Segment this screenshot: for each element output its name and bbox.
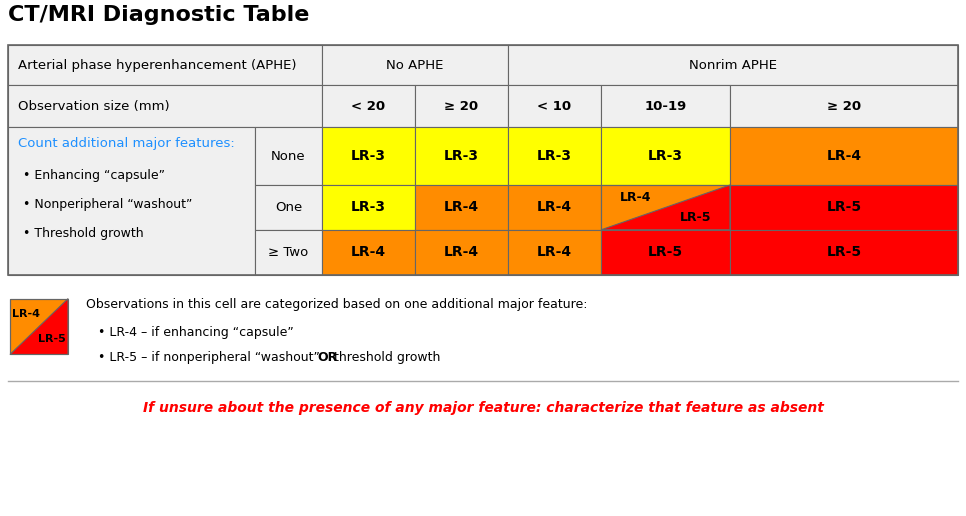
Text: LR-3: LR-3 (444, 149, 479, 163)
Polygon shape (601, 185, 730, 230)
Bar (508, 45, 958, 85)
Bar (508, 127, 601, 185)
Text: CT/MRI Diagnostic Table: CT/MRI Diagnostic Table (8, 6, 309, 25)
Bar (601, 127, 730, 185)
Bar (8, 45, 958, 275)
Bar (8, 127, 255, 275)
Text: LR-5: LR-5 (679, 211, 711, 224)
Bar (255, 127, 322, 185)
Text: < 10: < 10 (537, 100, 572, 112)
Text: • Nonperipheral “washout”: • Nonperipheral “washout” (23, 198, 192, 211)
Text: LR-4: LR-4 (827, 149, 862, 163)
Text: LR-4: LR-4 (351, 245, 386, 259)
Bar (322, 45, 508, 85)
Text: LR-3: LR-3 (351, 200, 386, 215)
Text: LR-3: LR-3 (648, 149, 683, 163)
Text: ≥ 20: ≥ 20 (444, 100, 478, 112)
Text: None: None (271, 150, 306, 163)
Text: LR-4: LR-4 (537, 200, 572, 215)
Bar (730, 185, 958, 230)
Polygon shape (10, 299, 68, 354)
Bar (322, 127, 415, 185)
Text: • LR-5 – if nonperipheral “washout”: • LR-5 – if nonperipheral “washout” (98, 351, 324, 364)
Bar (322, 230, 415, 275)
Text: < 20: < 20 (352, 100, 385, 112)
Bar (415, 230, 508, 275)
Bar (601, 230, 730, 275)
Text: LR-4: LR-4 (620, 190, 652, 204)
Text: LR-3: LR-3 (537, 149, 572, 163)
Bar (322, 185, 415, 230)
Bar (508, 230, 601, 275)
Text: One: One (275, 201, 302, 214)
Polygon shape (10, 299, 68, 354)
Text: Observations in this cell are categorized based on one additional major feature:: Observations in this cell are categorize… (86, 298, 587, 311)
Bar (730, 230, 958, 275)
Bar (415, 85, 508, 127)
Bar (8, 85, 322, 127)
Bar (8, 45, 322, 85)
Text: ≥ Two: ≥ Two (269, 246, 308, 259)
Bar (601, 185, 730, 230)
Text: ≥ 20: ≥ 20 (827, 100, 861, 112)
Text: threshold growth: threshold growth (329, 351, 440, 364)
Bar (10, 299, 68, 354)
Bar (730, 85, 958, 127)
Text: Arterial phase hyperenhancement (APHE): Arterial phase hyperenhancement (APHE) (18, 59, 297, 72)
Text: No APHE: No APHE (386, 59, 443, 72)
Bar (255, 185, 322, 230)
Text: Nonrim APHE: Nonrim APHE (689, 59, 777, 72)
Bar (415, 127, 508, 185)
Bar (508, 185, 601, 230)
Text: Count additional major features:: Count additional major features: (18, 137, 235, 150)
Bar (508, 85, 601, 127)
Text: Observation size (mm): Observation size (mm) (18, 100, 170, 112)
Text: LR-5: LR-5 (827, 200, 862, 215)
Text: LR-3: LR-3 (351, 149, 386, 163)
Text: LR-5: LR-5 (827, 245, 862, 259)
Text: • LR-4 – if enhancing “capsule”: • LR-4 – if enhancing “capsule” (98, 326, 294, 338)
Bar (601, 85, 730, 127)
Bar (322, 85, 415, 127)
Text: LR-4: LR-4 (444, 245, 479, 259)
Text: OR: OR (318, 351, 338, 364)
Bar (255, 230, 322, 275)
Text: • Threshold growth: • Threshold growth (23, 227, 144, 240)
Text: • Enhancing “capsule”: • Enhancing “capsule” (23, 169, 165, 182)
Text: LR-4: LR-4 (537, 245, 572, 259)
Bar (415, 185, 508, 230)
Bar (730, 127, 958, 185)
Polygon shape (601, 185, 730, 230)
Text: LR-4: LR-4 (12, 309, 40, 319)
Text: If unsure about the presence of any major feature: characterize that feature as : If unsure about the presence of any majo… (143, 401, 823, 415)
Text: LR-4: LR-4 (444, 200, 479, 215)
Text: LR-5: LR-5 (39, 334, 67, 344)
Text: LR-5: LR-5 (648, 245, 683, 259)
Text: 10-19: 10-19 (644, 100, 687, 112)
